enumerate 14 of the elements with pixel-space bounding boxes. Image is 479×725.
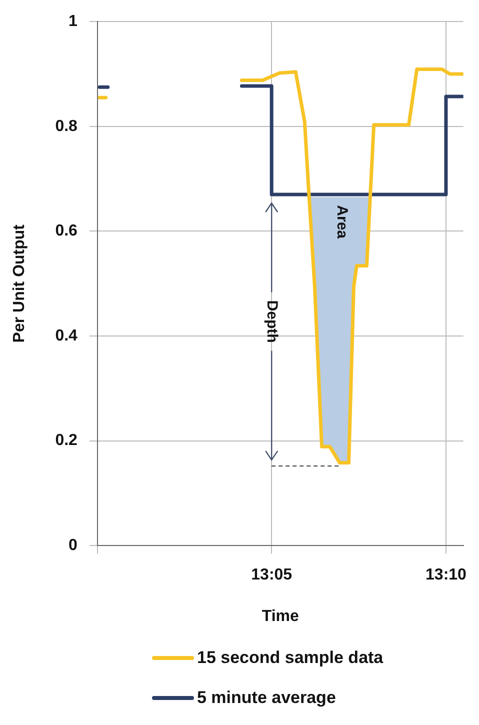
x-tick-label: 13:05 <box>251 566 292 584</box>
x-axis-title: Time <box>262 608 300 625</box>
y-tick-label: 0 <box>68 537 78 554</box>
y-tick-label: 0.2 <box>55 432 78 450</box>
y-tick-label: 0.6 <box>55 222 78 240</box>
ref-line-label: Depth <box>263 300 280 343</box>
y-tick-label: 0.8 <box>55 118 78 135</box>
y-axis-title: Per Unit Output <box>11 224 28 343</box>
legend-label: 15 second sample data <box>197 648 384 668</box>
y-tick-label: 1 <box>68 13 78 30</box>
series-label: Area <box>333 205 350 240</box>
y-tick-label: 0.4 <box>55 327 78 344</box>
legend-label: 5 minute average <box>197 688 336 708</box>
x-tick-label: 13:10 <box>426 566 467 584</box>
